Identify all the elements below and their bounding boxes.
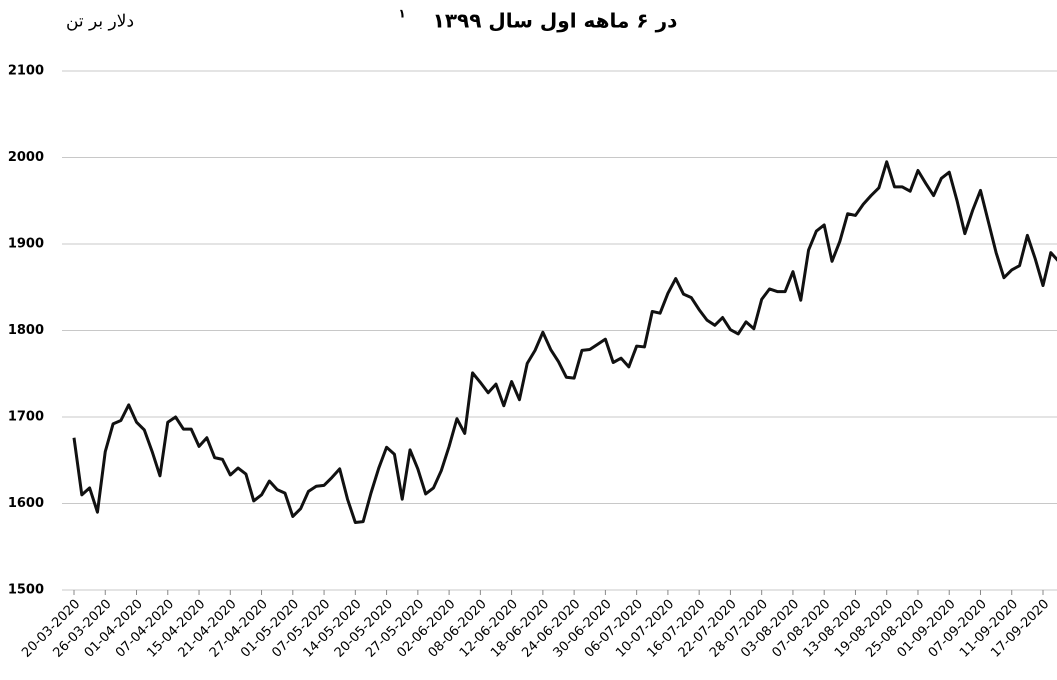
line-series [72,160,1057,525]
y-tick-label: 1500 [8,583,44,598]
y-tick-label: 1800 [8,323,44,338]
y-tick-label: 1900 [8,237,44,252]
title-footnote: ۱ [398,7,405,21]
y-tick-label: 1700 [8,410,44,425]
y-tick-label: 1600 [8,496,44,511]
y-tick-label: 2000 [8,150,44,165]
y-tick-label: 2100 [8,64,44,79]
chart-title: در ۶ ماهه اول سال ۱۳۹۹ [433,9,678,33]
y-axis-label: دلار بر تن [66,12,134,32]
